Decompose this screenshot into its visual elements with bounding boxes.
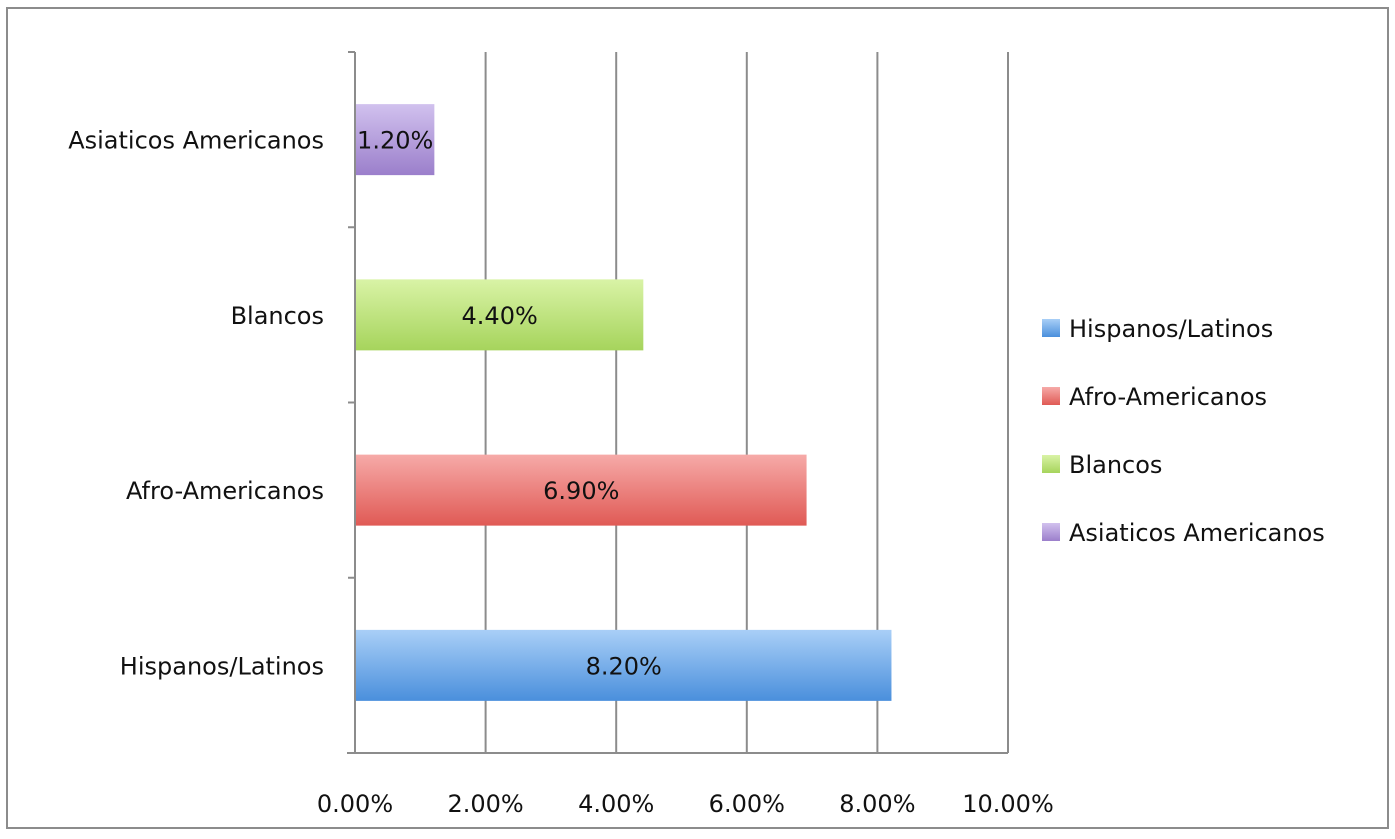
data-label-asiaticos-americanos: 1.20% bbox=[357, 127, 433, 155]
legend-label-asiaticos-americanos: Asiaticos Americanos bbox=[1069, 519, 1325, 547]
bar-asiaticos-americanos bbox=[356, 104, 435, 176]
x-tick-label: 2.00% bbox=[447, 790, 523, 818]
data-label-blancos: 4.40% bbox=[462, 302, 538, 330]
legend-swatch-afro-americanos bbox=[1042, 387, 1060, 405]
x-tick-label: 4.00% bbox=[578, 790, 654, 818]
legend-label-afro-americanos: Afro-Americanos bbox=[1069, 383, 1267, 411]
category-label-blancos: Blancos bbox=[231, 302, 324, 330]
legend-label-blancos: Blancos bbox=[1069, 451, 1162, 479]
legend: Hispanos/Latinos Afro-Americanos Blancos As… bbox=[1042, 315, 1325, 547]
data-label-hispanos-latinos: 8.20% bbox=[586, 652, 662, 680]
legend-swatch-blancos bbox=[1042, 455, 1060, 473]
legend-label-hispanos-latinos: Hispanos/Latinos bbox=[1069, 315, 1273, 343]
x-tick-label: 6.00% bbox=[709, 790, 785, 818]
bar-hispanos-latinos bbox=[356, 629, 892, 701]
x-tick-label: 10.00% bbox=[962, 790, 1054, 818]
labels: 0.00% 2.00% 4.00% 6.00% 8.00% 10.00% 8.20% Hisp… bbox=[68, 127, 1054, 818]
axes bbox=[347, 51, 1008, 754]
legend-swatch-hispanos-latinos bbox=[1042, 319, 1060, 337]
bar-blancos bbox=[356, 279, 644, 351]
data-label-afro-americanos: 6.90% bbox=[543, 477, 619, 505]
x-tick-label: 8.00% bbox=[839, 790, 915, 818]
x-tick-label: 0.00% bbox=[317, 790, 393, 818]
bars bbox=[356, 104, 892, 701]
legend-swatch-asiaticos-americanos bbox=[1042, 523, 1060, 541]
category-label-afro-americanos: Afro-Americanos bbox=[126, 477, 324, 505]
bar-afro-americanos bbox=[356, 454, 807, 526]
category-label-hispanos-latinos: Hispanos/Latinos bbox=[120, 652, 324, 680]
category-label-asiaticos-americanos: Asiaticos Americanos bbox=[68, 127, 324, 155]
